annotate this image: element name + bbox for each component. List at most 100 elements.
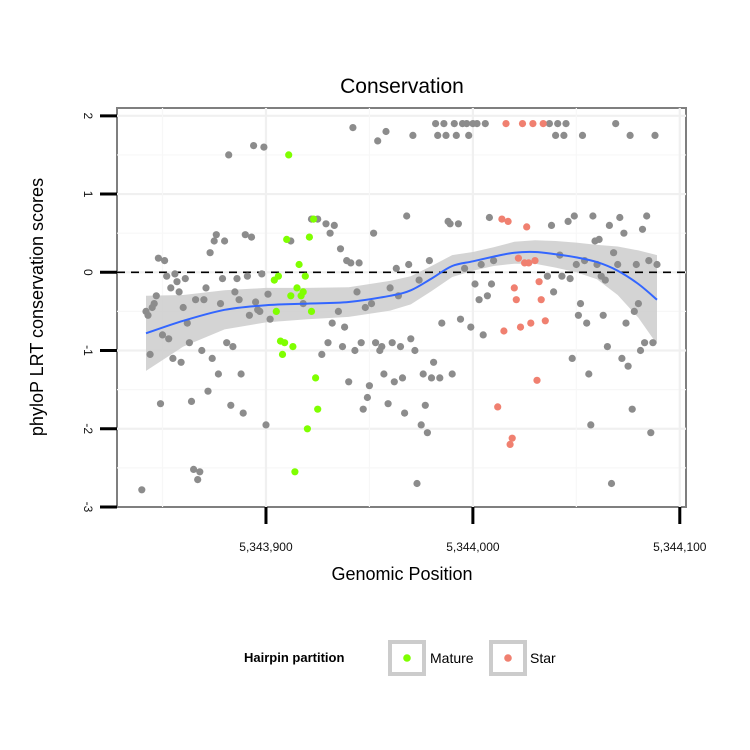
- point-other: [566, 275, 574, 283]
- point-other: [388, 339, 396, 347]
- point-other: [568, 354, 576, 362]
- point-other: [643, 212, 651, 220]
- point-mature: [283, 235, 291, 243]
- point-star: [502, 120, 510, 128]
- point-other: [243, 272, 251, 280]
- point-other: [144, 311, 152, 319]
- point-star: [516, 323, 525, 331]
- point-other: [367, 300, 376, 308]
- point-other: [612, 120, 620, 128]
- point-other: [336, 245, 345, 253]
- point-other: [223, 339, 231, 347]
- x-tick-label: 5,344,100: [653, 540, 707, 554]
- point-other: [434, 131, 442, 139]
- point-other: [233, 275, 241, 283]
- point-other: [595, 235, 603, 243]
- point-other: [554, 120, 562, 128]
- legend-swatch-mature: [403, 654, 411, 662]
- point-other: [490, 257, 498, 265]
- point-other: [198, 346, 206, 355]
- point-other: [196, 468, 204, 476]
- point-other: [200, 296, 208, 304]
- point-other: [330, 221, 338, 229]
- point-other: [165, 335, 173, 343]
- legend-swatch-star: [504, 654, 512, 662]
- point-other: [152, 292, 160, 300]
- point-other: [341, 323, 349, 331]
- point-other: [638, 225, 647, 233]
- point-other: [241, 231, 249, 239]
- point-other: [260, 143, 268, 151]
- point-other: [583, 319, 591, 327]
- y-tick-label: -2: [81, 423, 95, 434]
- point-other: [382, 127, 390, 136]
- point-other: [572, 260, 580, 269]
- point-other: [252, 298, 260, 306]
- point-other: [423, 429, 431, 437]
- point-other: [187, 397, 196, 405]
- point-other: [351, 346, 359, 355]
- point-other: [396, 343, 405, 351]
- point-other: [475, 296, 483, 304]
- point-other: [363, 393, 371, 402]
- point-other: [221, 237, 229, 245]
- point-other: [247, 233, 256, 241]
- point-other: [390, 378, 398, 386]
- point-other: [179, 303, 187, 312]
- point-other: [150, 300, 158, 308]
- point-other: [405, 260, 413, 269]
- point-other: [603, 343, 612, 351]
- y-axis: -3 -2 -1 0 1 2: [81, 112, 117, 513]
- point-star: [504, 217, 512, 225]
- y-tick-label: 0: [81, 269, 95, 276]
- point-other: [318, 350, 326, 358]
- point-star: [523, 223, 531, 231]
- point-other: [465, 131, 473, 139]
- point-mature: [310, 215, 318, 223]
- point-other: [353, 288, 361, 296]
- point-other: [347, 259, 355, 267]
- x-axis-title: Genomic Position: [331, 564, 472, 584]
- point-other: [190, 465, 198, 473]
- point-other: [558, 272, 566, 280]
- x-tick-label: 5,343,900: [239, 540, 293, 554]
- point-other: [461, 264, 469, 272]
- point-other: [419, 370, 427, 378]
- point-other: [370, 229, 378, 237]
- point-other: [326, 229, 334, 237]
- point-star: [498, 215, 506, 223]
- point-other: [576, 300, 585, 308]
- point-star: [539, 120, 547, 128]
- point-other: [413, 479, 421, 488]
- point-other: [349, 124, 357, 132]
- point-other: [262, 421, 270, 429]
- point-other: [610, 249, 618, 257]
- point-other: [622, 319, 630, 327]
- point-other: [552, 131, 560, 139]
- point-other: [384, 400, 392, 408]
- point-other: [250, 142, 258, 150]
- point-star: [541, 317, 549, 325]
- point-star: [518, 120, 527, 128]
- point-other: [649, 339, 657, 347]
- point-other: [403, 212, 411, 220]
- point-other: [365, 382, 373, 390]
- point-other: [177, 358, 185, 366]
- point-other: [607, 479, 616, 488]
- point-star: [514, 254, 523, 262]
- point-other: [158, 331, 167, 339]
- point-other: [227, 401, 235, 409]
- point-other: [545, 120, 554, 128]
- point-other: [618, 354, 626, 362]
- point-other: [359, 405, 367, 413]
- point-other: [647, 429, 655, 437]
- point-star: [506, 440, 514, 448]
- y-tick-label: 1: [81, 191, 95, 198]
- confidence-band: [146, 240, 657, 371]
- point-other: [432, 120, 440, 128]
- point-other: [328, 319, 336, 327]
- point-other: [156, 400, 165, 408]
- point-other: [477, 260, 485, 269]
- point-other: [206, 249, 214, 257]
